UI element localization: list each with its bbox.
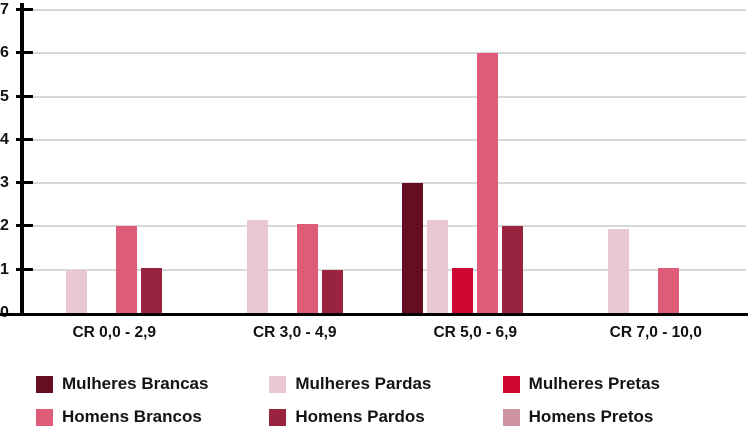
y-tick-mark	[16, 51, 33, 55]
legend-swatch-icon	[269, 375, 287, 393]
bar	[296, 224, 318, 313]
legend-swatch-icon	[36, 408, 53, 426]
legend-item: Homens Brancos	[36, 407, 269, 427]
y-axis-tick-label: 2	[0, 217, 9, 235]
legend-label: Homens Pretos	[528, 407, 654, 426]
legend-item: Homens Pretos	[502, 407, 736, 427]
x-axis-category-label: CR 5,0 - 6,9	[433, 324, 518, 341]
gridline	[22, 52, 746, 55]
bar-group	[24, 0, 205, 313]
legend-label: Homens Brancos	[62, 407, 202, 426]
y-axis-tick-label: 7	[0, 1, 9, 18]
bar	[66, 269, 88, 313]
legend-item: Mulheres Pardas	[269, 374, 502, 394]
bar	[657, 267, 679, 313]
gridline	[22, 9, 746, 11]
gridline	[22, 182, 746, 185]
y-axis-tick-label: 4	[0, 130, 9, 148]
legend-item: Mulheres Brancas	[36, 374, 269, 394]
legend-swatch-icon	[36, 375, 53, 393]
bar-groups	[24, 0, 746, 313]
legend: Mulheres Brancas Mulheres Pardas Mulheres …	[36, 374, 736, 427]
legend-label: Mulheres Pardas	[295, 374, 432, 393]
y-axis-line	[20, 3, 24, 316]
plot-area: 0 1 2 3 4 5 6 7	[0, 0, 748, 321]
legend-label: Mulheres Brancas	[62, 374, 209, 393]
y-tick-mark	[16, 8, 33, 11]
gridline	[22, 95, 746, 98]
x-axis-category-label: CR 3,0 - 4,9	[252, 324, 337, 341]
y-axis-tick-label: 3	[0, 174, 9, 192]
bar	[402, 183, 424, 313]
x-axis-category-label: CR 7,0 - 10,0	[609, 324, 702, 341]
y-tick-mark	[16, 224, 33, 228]
bar-group	[385, 0, 566, 313]
x-axis-category-label: CR 0,0 - 2,9	[72, 324, 157, 341]
y-tick-mark	[16, 267, 33, 271]
y-axis-tick-label: 1	[0, 260, 9, 278]
x-axis-line	[0, 313, 748, 316]
legend-item: Homens Pardos	[269, 407, 502, 427]
legend-label: Homens Pardos	[295, 407, 425, 426]
bar	[502, 226, 524, 313]
gridline	[22, 268, 746, 271]
legend-swatch-icon	[502, 408, 520, 426]
y-tick-mark	[16, 181, 33, 185]
gridline	[22, 225, 746, 228]
y-tick-mark	[16, 94, 33, 98]
legend-swatch-icon	[269, 408, 287, 426]
gridline	[22, 138, 746, 141]
legend-label: Mulheres Pretas	[528, 374, 660, 393]
bar	[427, 219, 449, 313]
bar	[141, 267, 163, 313]
bar	[477, 53, 499, 313]
legend-swatch-icon	[502, 375, 520, 393]
bar	[452, 267, 474, 313]
bar	[607, 228, 629, 313]
x-axis-labels: CR 0,0 - 2,9 CR 3,0 - 4,9 CR 5,0 - 6,9 CR 7…	[24, 324, 746, 342]
bar-group	[205, 0, 386, 313]
bar	[246, 219, 268, 313]
bar	[321, 269, 343, 313]
bar	[116, 226, 138, 313]
y-tick-mark	[16, 137, 33, 141]
y-axis-tick-label: 5	[0, 87, 9, 105]
bar-group	[566, 0, 747, 313]
legend-item: Mulheres Pretas	[502, 374, 736, 394]
y-axis-tick-label: 6	[0, 44, 9, 62]
y-axis-tick-label: 0	[0, 304, 16, 322]
